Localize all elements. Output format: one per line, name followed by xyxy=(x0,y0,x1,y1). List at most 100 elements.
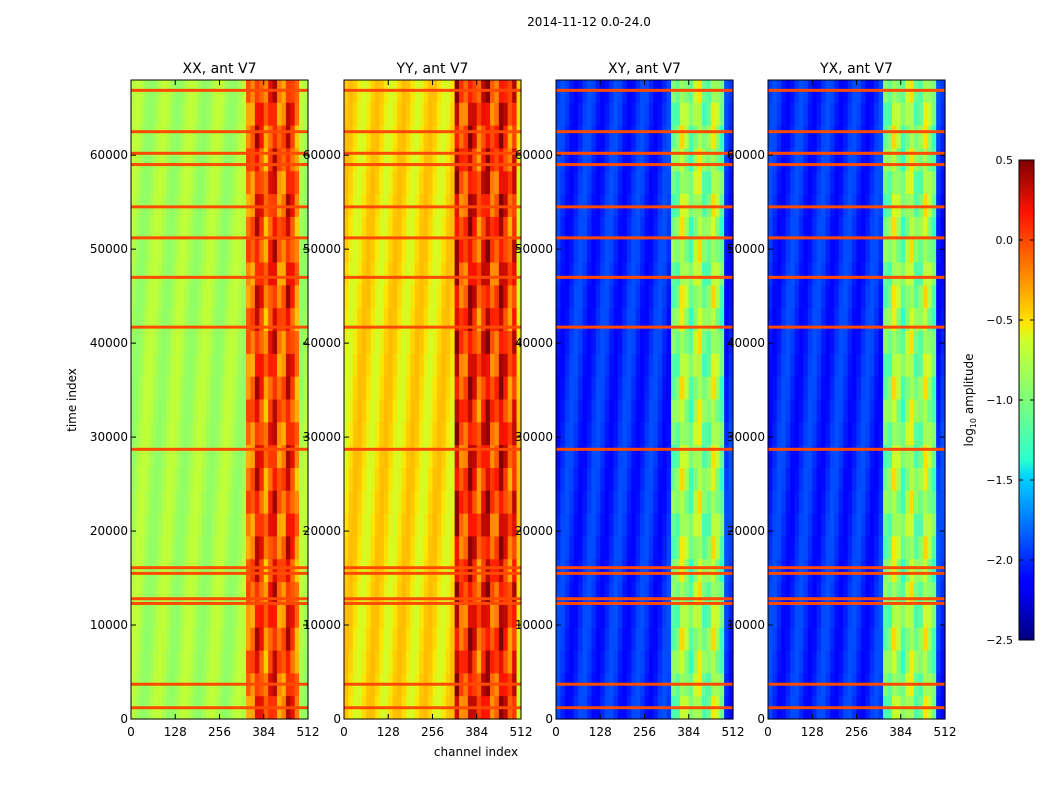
heatmap-cell xyxy=(781,467,787,492)
heatmap-cell xyxy=(573,627,579,652)
heatmap-cell xyxy=(472,650,478,674)
heatmap-cell xyxy=(940,536,946,560)
heatmap-cell xyxy=(192,490,198,515)
heatmap-cell xyxy=(693,650,699,674)
heatmap-cell xyxy=(184,559,190,583)
heatmap-cell xyxy=(790,490,796,515)
heatmap-cell xyxy=(622,582,628,606)
heatmap-cell xyxy=(931,650,937,674)
heatmap-cell xyxy=(184,399,190,423)
heatmap-cell xyxy=(666,376,672,401)
heatmap-cell xyxy=(556,627,562,652)
heatmap-cell xyxy=(210,399,216,423)
heatmap-cell xyxy=(157,125,163,150)
heatmap-cell xyxy=(887,353,893,378)
heatmap-cell xyxy=(874,536,880,560)
heatmap-cell xyxy=(684,627,690,652)
heatmap-cell xyxy=(710,513,716,538)
heatmap-cell xyxy=(370,559,376,583)
heatmap-cell xyxy=(192,513,198,538)
heatmap-cell xyxy=(423,331,429,355)
heatmap-cell xyxy=(869,262,875,286)
heatmap-cell xyxy=(481,353,487,378)
flagged-row xyxy=(556,597,733,601)
heatmap-cell xyxy=(223,513,229,538)
heatmap-cell xyxy=(812,308,818,332)
heatmap-cell xyxy=(772,239,778,264)
colorbar-tick-label: −1.0 xyxy=(986,394,1013,407)
heatmap-cell xyxy=(856,171,862,195)
heatmap-cell xyxy=(679,650,685,674)
heatmap-cell xyxy=(206,604,212,629)
heatmap-cell xyxy=(503,148,509,172)
heatmap-cell xyxy=(728,467,734,492)
heatmap-cell xyxy=(299,559,305,583)
heatmap-cell xyxy=(374,171,380,195)
heatmap-cell xyxy=(290,399,296,423)
heatmap-cell xyxy=(357,262,363,286)
heatmap-cell xyxy=(263,513,269,538)
heatmap-cell xyxy=(388,627,394,652)
heatmap-cell xyxy=(914,102,920,127)
heatmap-cell xyxy=(648,262,654,286)
heatmap-cell xyxy=(909,308,915,332)
heatmap-cell xyxy=(272,239,278,264)
heatmap-cell xyxy=(503,216,509,241)
heatmap-cell xyxy=(865,308,871,332)
heatmap-cell xyxy=(507,650,513,674)
heatmap-cell xyxy=(512,399,518,423)
heatmap-cell xyxy=(891,513,897,538)
heatmap-cell xyxy=(662,650,668,674)
heatmap-cell xyxy=(794,627,800,652)
heatmap-cell xyxy=(472,148,478,172)
heatmap-cell xyxy=(157,239,163,264)
heatmap-cell xyxy=(383,627,389,652)
heatmap-cell xyxy=(223,490,229,515)
heatmap-cell xyxy=(869,102,875,127)
heatmap-cell xyxy=(560,559,566,583)
heatmap-cell xyxy=(688,125,694,150)
heatmap-cell xyxy=(640,148,646,172)
heatmap-cell xyxy=(635,171,641,195)
heatmap-cell xyxy=(388,467,394,492)
heatmap-cell xyxy=(405,102,411,127)
heatmap-cell xyxy=(609,239,615,264)
heatmap-cell xyxy=(595,536,601,560)
heatmap-cell xyxy=(463,627,469,652)
x-tick-label: 384 xyxy=(252,725,275,739)
heatmap-cell xyxy=(157,559,163,583)
heatmap-cell xyxy=(441,582,447,606)
heatmap-cell xyxy=(131,650,137,674)
heatmap-cell xyxy=(184,285,190,309)
heatmap-cell xyxy=(613,650,619,674)
heatmap-cell xyxy=(821,536,827,560)
heatmap-cell xyxy=(419,102,425,127)
heatmap-cell xyxy=(693,353,699,378)
heatmap-cell xyxy=(232,376,238,401)
heatmap-cell xyxy=(223,308,229,332)
heatmap-cell xyxy=(210,467,216,492)
heatmap-cell xyxy=(259,627,265,652)
heatmap-cell xyxy=(684,445,690,469)
heatmap-cell xyxy=(250,353,256,378)
heatmap-cell xyxy=(215,559,221,583)
heatmap-cell xyxy=(573,331,579,355)
heatmap-cell xyxy=(927,513,933,538)
heatmap-cell xyxy=(166,239,172,264)
heatmap-cell xyxy=(259,422,265,446)
heatmap-cell xyxy=(383,353,389,378)
heatmap-cell xyxy=(609,285,615,309)
heatmap-cell xyxy=(776,582,782,606)
heatmap-cell xyxy=(454,285,460,309)
x-tick-label: 128 xyxy=(589,725,612,739)
heatmap-cell xyxy=(370,331,376,355)
heatmap-cell xyxy=(344,422,350,446)
heatmap-cell xyxy=(821,467,827,492)
heatmap-cell xyxy=(357,582,363,606)
heatmap-cell xyxy=(560,125,566,150)
heatmap-cell xyxy=(179,376,185,401)
heatmap-cell xyxy=(702,216,708,241)
heatmap-cell xyxy=(219,627,225,652)
heatmap-cell xyxy=(931,490,937,515)
heatmap-cell xyxy=(454,239,460,264)
